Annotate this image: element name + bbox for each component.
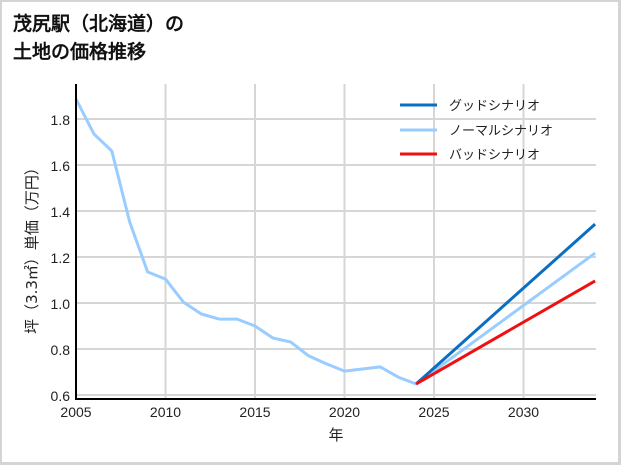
- x-tick-label: 2005: [60, 404, 91, 420]
- x-tick-labels: 2005 2010 2015 2020 2025 2030: [60, 404, 539, 420]
- legend-label-bad: バッドシナリオ: [449, 148, 540, 163]
- y-tick-label: 1.2: [51, 250, 71, 266]
- chart-title-line1: 茂尻駅（北海道）の: [13, 13, 185, 35]
- y-tick-label: 1.4: [51, 204, 71, 220]
- x-tick-label: 2015: [239, 404, 270, 420]
- y-tick-labels: 0.6 0.8 1.0 1.2 1.4 1.6 1.8: [51, 112, 71, 404]
- series-line-1: [74, 98, 596, 386]
- x-tick-label: 2025: [418, 404, 449, 420]
- y-tick-label: 1.8: [51, 112, 71, 128]
- data-series: [74, 98, 597, 386]
- legend: グッドシナリオ ノーマルシナリオ バッドシナリオ: [400, 99, 553, 163]
- legend-label-normal: ノーマルシナリオ: [449, 124, 553, 139]
- x-tick-label: 2020: [329, 404, 360, 420]
- x-tick-label: 2030: [508, 404, 539, 420]
- x-axis-label: 年: [328, 426, 343, 444]
- x-tick-label: 2010: [150, 404, 181, 420]
- y-tick-label: 0.6: [51, 388, 71, 404]
- axes: [75, 84, 596, 400]
- y-tick-label: 1.6: [51, 158, 71, 174]
- y-tick-label: 0.8: [51, 342, 71, 358]
- series-line-0: [415, 222, 597, 386]
- chart-title-line2: 土地の価格推移: [13, 41, 147, 63]
- y-tick-label: 1.0: [51, 296, 71, 312]
- y-axis-label: 坪（3.3㎡）単価（万円）: [23, 160, 41, 334]
- grid-lines: [76, 84, 596, 399]
- legend-label-good: グッドシナリオ: [449, 99, 540, 114]
- chart-title: 茂尻駅（北海道）の 土地の価格推移: [13, 10, 184, 66]
- series-line-2: [415, 279, 596, 386]
